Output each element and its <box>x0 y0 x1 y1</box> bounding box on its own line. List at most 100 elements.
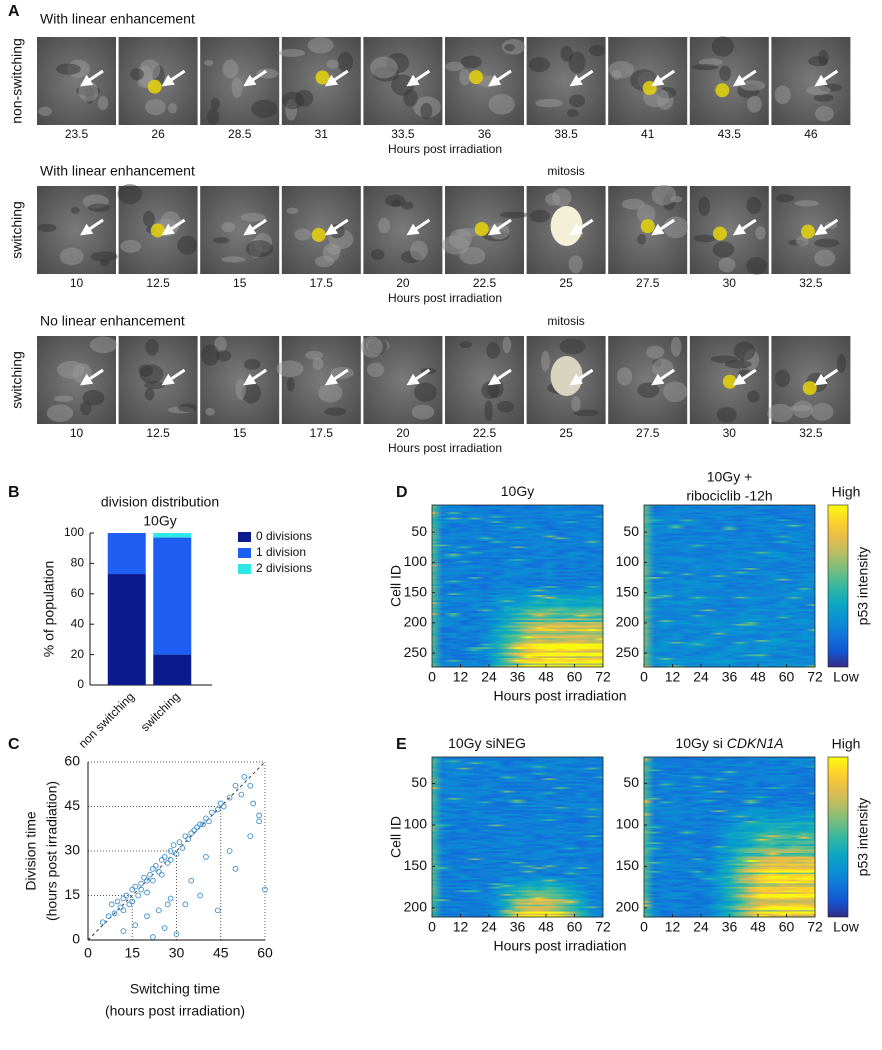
heatmap-title: ribociclib -12h <box>686 488 772 504</box>
data-point <box>120 895 127 902</box>
data-point <box>203 815 209 822</box>
bar-segment <box>153 654 192 685</box>
y-axis-label: Division time <box>23 811 39 891</box>
data-point <box>226 794 233 801</box>
data-point <box>247 782 254 789</box>
x-tick-label: 24 <box>481 919 497 935</box>
legend-label: 0 divisions <box>256 529 312 543</box>
y-tick-label: 250 <box>616 644 640 660</box>
heatmap-title: 10Gy siNEG <box>448 735 526 751</box>
time-label: 15 <box>233 276 247 290</box>
y-tick-label: 50 <box>411 523 427 539</box>
data-point <box>173 931 180 937</box>
frame <box>117 184 198 274</box>
data-point <box>238 791 245 798</box>
legend-swatch <box>238 532 251 542</box>
x-axis-label: Switching time <box>130 981 220 997</box>
data-point <box>132 883 139 890</box>
data-point <box>111 910 118 917</box>
x-tick-label: 45 <box>213 945 229 961</box>
x-tick-label: 72 <box>595 919 611 935</box>
y-axis-label: Cell ID <box>388 565 404 607</box>
x-tick-label: 72 <box>807 669 823 685</box>
time-label: 12.5 <box>146 276 170 290</box>
y-tick-label: 20 <box>71 647 85 661</box>
chart-subtitle: 10Gy <box>143 513 176 529</box>
time-label: 10 <box>70 426 84 440</box>
frame <box>281 186 361 274</box>
frame <box>363 186 443 274</box>
panel-label: A <box>8 3 20 20</box>
data-point <box>214 806 221 813</box>
time-label: 17.5 <box>310 426 334 440</box>
time-label: 38.5 <box>554 127 578 141</box>
x-tick-label: 36 <box>510 919 526 935</box>
heatmap-title-gene: CDKN1A <box>727 735 784 751</box>
data-point <box>226 848 233 854</box>
x-tick-label: 12 <box>453 669 469 685</box>
data-point <box>144 889 150 896</box>
heatmap-image <box>432 505 603 668</box>
y-tick-label: 200 <box>404 614 428 630</box>
data-point <box>158 857 165 863</box>
colorbar-high: High <box>832 484 861 500</box>
time-label: 43.5 <box>718 127 742 141</box>
y-tick-label: 80 <box>71 556 85 570</box>
y-tick-label: 250 <box>404 644 428 660</box>
frame <box>689 186 769 275</box>
data-point <box>188 877 195 884</box>
row-side-label: non-switching <box>9 38 25 124</box>
x-tick-label: 72 <box>595 669 611 685</box>
colorbar-low: Low <box>833 919 860 935</box>
x-tick-label: 36 <box>510 669 526 685</box>
x-tick-label: 12 <box>665 669 681 685</box>
x-axis-label: (hours post irradiation) <box>105 1003 245 1019</box>
data-point <box>167 895 174 902</box>
data-point <box>170 842 177 848</box>
time-label: 46 <box>804 127 818 141</box>
time-label: 17.5 <box>310 276 334 290</box>
x-tick-label: switching <box>138 689 183 734</box>
x-tick-label: 60 <box>779 669 795 685</box>
y-tick-label: 15 <box>64 886 80 902</box>
data-point <box>262 886 268 893</box>
colorbar <box>827 756 849 918</box>
heatmap-title: 10Gy + <box>707 469 753 485</box>
y-tick-label: 40 <box>71 616 85 630</box>
data-point <box>197 821 203 828</box>
frame <box>276 336 361 424</box>
x-tick-label: 12 <box>665 919 681 935</box>
frame <box>445 37 526 125</box>
data-point <box>176 839 183 845</box>
frame <box>526 37 606 125</box>
x-tick-label: 60 <box>567 919 583 935</box>
data-point <box>256 818 262 825</box>
time-label: 10 <box>70 276 84 290</box>
frame <box>608 37 688 125</box>
colorbar-high: High <box>832 736 861 752</box>
y-tick-label: 200 <box>404 899 428 915</box>
legend-label: 1 division <box>256 545 306 559</box>
time-label: 27.5 <box>636 426 660 440</box>
x-tick-label: 0 <box>428 919 436 935</box>
y-tick-label: 100 <box>616 553 640 569</box>
colorbar-label: p53 intensity <box>855 547 871 626</box>
time-label: 27.5 <box>636 276 660 290</box>
frame <box>200 186 280 274</box>
data-point <box>144 913 150 920</box>
y-tick-label: 30 <box>64 842 80 858</box>
time-label: 25 <box>559 276 573 290</box>
row-side-label: switching <box>9 351 25 409</box>
data-point <box>173 851 180 857</box>
frame <box>689 36 769 125</box>
time-label: 41 <box>641 127 655 141</box>
data-point <box>209 809 215 816</box>
data-point <box>179 845 186 851</box>
y-tick-label: 100 <box>616 816 640 832</box>
heatmap-image <box>644 505 815 668</box>
x-tick-label: 48 <box>750 919 766 935</box>
time-label: 25 <box>559 426 573 440</box>
time-label: 28.5 <box>228 127 252 141</box>
data-point <box>250 800 257 807</box>
y-tick-label: 60 <box>64 753 80 769</box>
